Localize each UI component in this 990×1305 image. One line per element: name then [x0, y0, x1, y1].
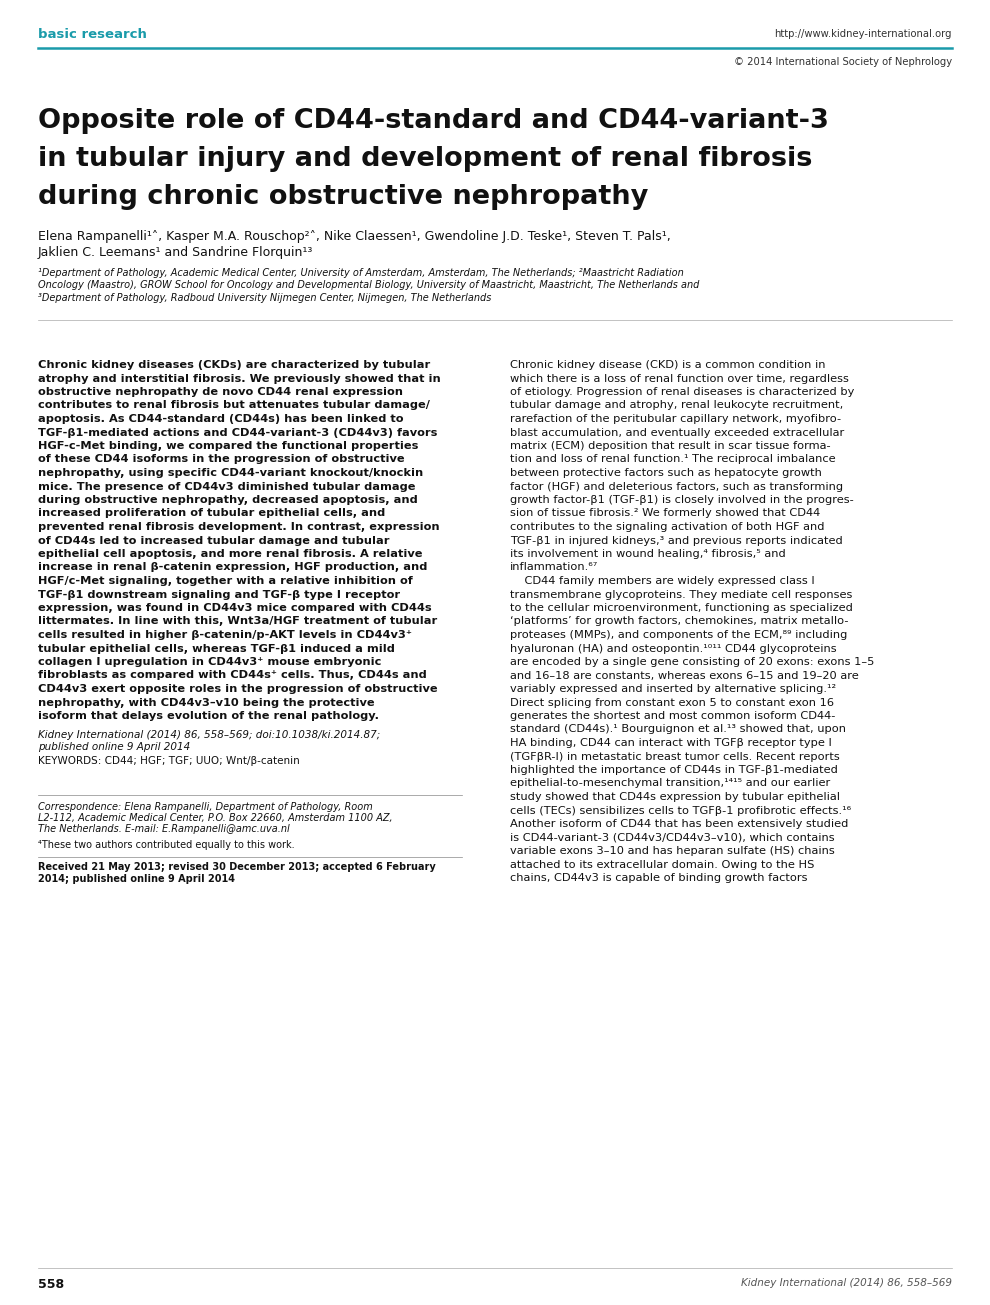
Text: between protective factors such as hepatocyte growth: between protective factors such as hepat… [510, 468, 822, 478]
Text: nephropathy, using specific CD44-variant knockout/knockin: nephropathy, using specific CD44-variant… [38, 468, 424, 478]
Text: during obstructive nephropathy, decreased apoptosis, and: during obstructive nephropathy, decrease… [38, 495, 418, 505]
Text: prevented renal fibrosis development. In contrast, expression: prevented renal fibrosis development. In… [38, 522, 440, 532]
Text: highlighted the importance of CD44s in TGF-β1-mediated: highlighted the importance of CD44s in T… [510, 765, 838, 775]
Text: HA binding, CD44 can interact with TGFβ receptor type I: HA binding, CD44 can interact with TGFβ … [510, 739, 832, 748]
Text: are encoded by a single gene consisting of 20 exons: exons 1–5: are encoded by a single gene consisting … [510, 656, 874, 667]
Text: L2-112, Academic Medical Center, P.O. Box 22660, Amsterdam 1100 AZ,: L2-112, Academic Medical Center, P.O. Bo… [38, 813, 393, 823]
Text: Jaklien C. Leemans¹ and Sandrine Florquin¹³: Jaklien C. Leemans¹ and Sandrine Florqui… [38, 247, 314, 258]
Text: factor (HGF) and deleterious factors, such as transforming: factor (HGF) and deleterious factors, su… [510, 482, 843, 492]
Text: KEYWORDS: CD44; HGF; TGF; UUO; Wnt/β-catenin: KEYWORDS: CD44; HGF; TGF; UUO; Wnt/β-cat… [38, 757, 300, 766]
Text: Elena Rampanelli¹˄, Kasper M.A. Rouschop²˄, Nike Claessen¹, Gwendoline J.D. Tesk: Elena Rampanelli¹˄, Kasper M.A. Rouschop… [38, 230, 671, 243]
Text: collagen I upregulation in CD44v3⁺ mouse embryonic: collagen I upregulation in CD44v3⁺ mouse… [38, 656, 381, 667]
Text: tion and loss of renal function.¹ The reciprocal imbalance: tion and loss of renal function.¹ The re… [510, 454, 836, 465]
Text: Opposite role of CD44-standard and CD44-variant-3: Opposite role of CD44-standard and CD44-… [38, 108, 829, 134]
Text: during chronic obstructive nephropathy: during chronic obstructive nephropathy [38, 184, 648, 210]
Text: study showed that CD44s expression by tubular epithelial: study showed that CD44s expression by tu… [510, 792, 840, 803]
Text: TGF-β1 in injured kidneys,³ and previous reports indicated: TGF-β1 in injured kidneys,³ and previous… [510, 535, 842, 545]
Text: Kidney International (2014) 86, 558–569: Kidney International (2014) 86, 558–569 [741, 1278, 952, 1288]
Text: ¹Department of Pathology, Academic Medical Center, University of Amsterdam, Amst: ¹Department of Pathology, Academic Medic… [38, 268, 684, 278]
Text: in tubular injury and development of renal fibrosis: in tubular injury and development of ren… [38, 146, 813, 172]
Text: of etiology. Progression of renal diseases is characterized by: of etiology. Progression of renal diseas… [510, 388, 854, 397]
Text: littermates. In line with this, Wnt3a/HGF treatment of tubular: littermates. In line with this, Wnt3a/HG… [38, 616, 438, 626]
Text: standard (CD44s).¹ Bourguignon et al.¹³ showed that, upon: standard (CD44s).¹ Bourguignon et al.¹³ … [510, 724, 846, 735]
Text: of these CD44 isoforms in the progression of obstructive: of these CD44 isoforms in the progressio… [38, 454, 405, 465]
Text: Chronic kidney disease (CKD) is a common condition in: Chronic kidney disease (CKD) is a common… [510, 360, 826, 371]
Text: chains, CD44v3 is capable of binding growth factors: chains, CD44v3 is capable of binding gro… [510, 873, 808, 883]
Text: sion of tissue fibrosis.² We formerly showed that CD44: sion of tissue fibrosis.² We formerly sh… [510, 509, 821, 518]
Text: cells resulted in higher β-catenin/p-AKT levels in CD44v3⁺: cells resulted in higher β-catenin/p-AKT… [38, 630, 412, 639]
Text: TGF-β1-mediated actions and CD44-variant-3 (CD44v3) favors: TGF-β1-mediated actions and CD44-variant… [38, 428, 438, 437]
Text: TGF-β1 downstream signaling and TGF-β type I receptor: TGF-β1 downstream signaling and TGF-β ty… [38, 590, 400, 599]
Text: to the cellular microenvironment, functioning as specialized: to the cellular microenvironment, functi… [510, 603, 852, 613]
Text: ³Department of Pathology, Radboud University Nijmegen Center, Nijmegen, The Neth: ³Department of Pathology, Radboud Univer… [38, 294, 491, 303]
Text: Oncology (Maastro), GROW School for Oncology and Developmental Biology, Universi: Oncology (Maastro), GROW School for Onco… [38, 281, 699, 291]
Text: CD44v3 exert opposite roles in the progression of obstructive: CD44v3 exert opposite roles in the progr… [38, 684, 438, 694]
Text: generates the shortest and most common isoform CD44-: generates the shortest and most common i… [510, 711, 836, 720]
Text: nephropathy, with CD44v3–v10 being the protective: nephropathy, with CD44v3–v10 being the p… [38, 697, 374, 707]
Text: obstructive nephropathy de novo CD44 renal expression: obstructive nephropathy de novo CD44 ren… [38, 388, 403, 397]
Text: its involvement in wound healing,⁴ fibrosis,⁵ and: its involvement in wound healing,⁴ fibro… [510, 549, 786, 559]
Text: contributes to renal fibrosis but attenuates tubular damage/: contributes to renal fibrosis but attenu… [38, 401, 430, 411]
Text: which there is a loss of renal function over time, regardless: which there is a loss of renal function … [510, 373, 848, 384]
Text: expression, was found in CD44v3 mice compared with CD44s: expression, was found in CD44v3 mice com… [38, 603, 432, 613]
Text: increase in renal β-catenin expression, HGF production, and: increase in renal β-catenin expression, … [38, 562, 428, 573]
Text: matrix (ECM) deposition that result in scar tissue forma-: matrix (ECM) deposition that result in s… [510, 441, 831, 452]
Text: HGF-c-Met binding, we compared the functional properties: HGF-c-Met binding, we compared the funct… [38, 441, 419, 452]
Text: apoptosis. As CD44-standard (CD44s) has been linked to: apoptosis. As CD44-standard (CD44s) has … [38, 414, 404, 424]
Text: Direct splicing from constant exon 5 to constant exon 16: Direct splicing from constant exon 5 to … [510, 697, 834, 707]
Text: Kidney International (2014) 86, 558–569; doi:10.1038/ki.2014.87;: Kidney International (2014) 86, 558–569;… [38, 731, 380, 740]
Text: basic research: basic research [38, 27, 147, 40]
Text: variable exons 3–10 and has heparan sulfate (HS) chains: variable exons 3–10 and has heparan sulf… [510, 846, 835, 856]
Text: cells (TECs) sensibilizes cells to TGFβ-1 profibrotic effects.¹⁶: cells (TECs) sensibilizes cells to TGFβ-… [510, 805, 851, 816]
Text: The Netherlands. E-mail: E.Rampanelli@amc.uva.nl: The Netherlands. E-mail: E.Rampanelli@am… [38, 825, 290, 834]
Text: tubular damage and atrophy, renal leukocyte recruitment,: tubular damage and atrophy, renal leukoc… [510, 401, 843, 411]
Text: 2014; published online 9 April 2014: 2014; published online 9 April 2014 [38, 873, 235, 883]
Text: epithelial-to-mesenchymal transition,¹⁴¹⁵ and our earlier: epithelial-to-mesenchymal transition,¹⁴¹… [510, 779, 831, 788]
Text: Chronic kidney diseases (CKDs) are characterized by tubular: Chronic kidney diseases (CKDs) are chara… [38, 360, 431, 371]
Text: 558: 558 [38, 1278, 64, 1291]
Text: Correspondence: Elena Rampanelli, Department of Pathology, Room: Correspondence: Elena Rampanelli, Depart… [38, 803, 373, 813]
Text: published online 9 April 2014: published online 9 April 2014 [38, 743, 190, 753]
Text: increased proliferation of tubular epithelial cells, and: increased proliferation of tubular epith… [38, 509, 385, 518]
Text: and 16–18 are constants, whereas exons 6–15 and 19–20 are: and 16–18 are constants, whereas exons 6… [510, 671, 858, 680]
Text: http://www.kidney-international.org: http://www.kidney-international.org [774, 29, 952, 39]
Text: of CD44s led to increased tubular damage and tubular: of CD44s led to increased tubular damage… [38, 535, 389, 545]
Text: is CD44-variant-3 (CD44v3/CD44v3–v10), which contains: is CD44-variant-3 (CD44v3/CD44v3–v10), w… [510, 833, 835, 843]
Text: contributes to the signaling activation of both HGF and: contributes to the signaling activation … [510, 522, 825, 532]
Text: hyaluronan (HA) and osteopontin.¹⁰¹¹ CD44 glycoproteins: hyaluronan (HA) and osteopontin.¹⁰¹¹ CD4… [510, 643, 837, 654]
Text: ⁴These two authors contributed equally to this work.: ⁴These two authors contributed equally t… [38, 840, 295, 851]
Text: proteases (MMPs), and components of the ECM,⁸⁹ including: proteases (MMPs), and components of the … [510, 630, 847, 639]
Text: transmembrane glycoproteins. They mediate cell responses: transmembrane glycoproteins. They mediat… [510, 590, 852, 599]
Text: isoform that delays evolution of the renal pathology.: isoform that delays evolution of the ren… [38, 711, 379, 720]
Text: ‘platforms’ for growth factors, chemokines, matrix metallo-: ‘platforms’ for growth factors, chemokin… [510, 616, 848, 626]
Text: (TGFβR-I) in metastatic breast tumor cells. Recent reports: (TGFβR-I) in metastatic breast tumor cel… [510, 752, 840, 762]
Text: attached to its extracellular domain. Owing to the HS: attached to its extracellular domain. Ow… [510, 860, 815, 869]
Text: epithelial cell apoptosis, and more renal fibrosis. A relative: epithelial cell apoptosis, and more rena… [38, 549, 423, 559]
Text: HGF/c-Met signaling, together with a relative inhibition of: HGF/c-Met signaling, together with a rel… [38, 576, 413, 586]
Text: atrophy and interstitial fibrosis. We previously showed that in: atrophy and interstitial fibrosis. We pr… [38, 373, 441, 384]
Text: blast accumulation, and eventually exceeded extracellular: blast accumulation, and eventually excee… [510, 428, 844, 437]
Text: © 2014 International Society of Nephrology: © 2014 International Society of Nephrolo… [734, 57, 952, 67]
Text: Another isoform of CD44 that has been extensively studied: Another isoform of CD44 that has been ex… [510, 820, 848, 829]
Text: growth factor-β1 (TGF-β1) is closely involved in the progres-: growth factor-β1 (TGF-β1) is closely inv… [510, 495, 853, 505]
Text: Received 21 May 2013; revised 30 December 2013; accepted 6 February: Received 21 May 2013; revised 30 Decembe… [38, 863, 436, 873]
Text: variably expressed and inserted by alternative splicing.¹²: variably expressed and inserted by alter… [510, 684, 837, 694]
Text: mice. The presence of CD44v3 diminished tubular damage: mice. The presence of CD44v3 diminished … [38, 482, 416, 492]
Text: fibroblasts as compared with CD44s⁺ cells. Thus, CD44s and: fibroblasts as compared with CD44s⁺ cell… [38, 671, 427, 680]
Text: CD44 family members are widely expressed class I: CD44 family members are widely expressed… [510, 576, 815, 586]
Text: rarefaction of the peritubular capillary network, myofibro-: rarefaction of the peritubular capillary… [510, 414, 842, 424]
Text: inflammation.⁶⁷: inflammation.⁶⁷ [510, 562, 598, 573]
Text: tubular epithelial cells, whereas TGF-β1 induced a mild: tubular epithelial cells, whereas TGF-β1… [38, 643, 395, 654]
